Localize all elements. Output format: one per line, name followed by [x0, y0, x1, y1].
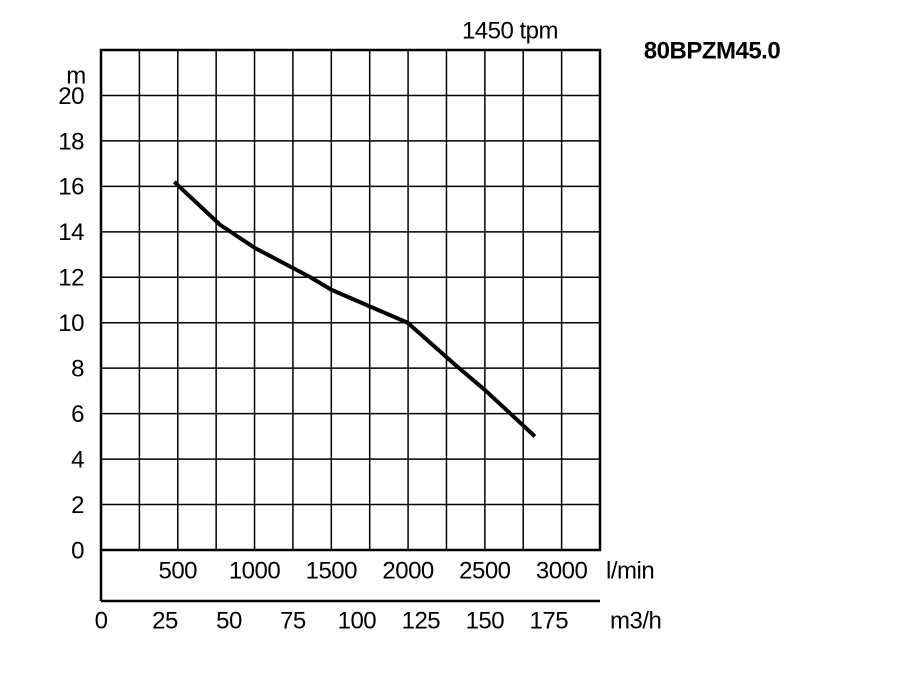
x-tick-label: 3000 [536, 557, 588, 584]
x-axis-label: l/min [606, 557, 654, 584]
x2-tick-label: 75 [280, 607, 306, 634]
x2-tick-label: 50 [216, 607, 242, 634]
y-tick-label: 4 [71, 446, 84, 473]
x-tick-label: 1000 [229, 557, 281, 584]
y-tick-label: 8 [71, 356, 84, 383]
y-tick-label: 20 [58, 83, 84, 110]
x-tick-label: 2500 [459, 557, 511, 584]
y-tick-label: 12 [58, 265, 84, 292]
pump-curve [172, 180, 537, 438]
y-tick-label: 14 [58, 219, 84, 246]
x2-tick-label: 175 [530, 607, 569, 634]
y-tick-label: 16 [58, 174, 84, 201]
y-tick-label: 2 [71, 492, 84, 519]
x-tick-label: 500 [158, 557, 197, 584]
y-tick-label: 6 [71, 401, 84, 428]
y-axis-label: m [66, 62, 86, 89]
y-tick-label: 0 [71, 537, 84, 564]
y-tick-label: 10 [58, 310, 84, 337]
x-tick-label: 2000 [382, 557, 434, 584]
x2-tick-label: 25 [152, 607, 178, 634]
x2-tick-label: 0 [95, 607, 108, 634]
x2-tick-label: 150 [466, 607, 505, 634]
x2-axis-label: m3/h [610, 607, 661, 634]
y-tick-label: 18 [58, 128, 84, 155]
x2-tick-label: 100 [338, 607, 377, 634]
x2-tick-label: 125 [402, 607, 441, 634]
x-tick-label: 1500 [306, 557, 358, 584]
chart-title: 80BPZM45.0 [644, 37, 781, 64]
chart-subtitle: 1450 tpm [462, 17, 558, 44]
